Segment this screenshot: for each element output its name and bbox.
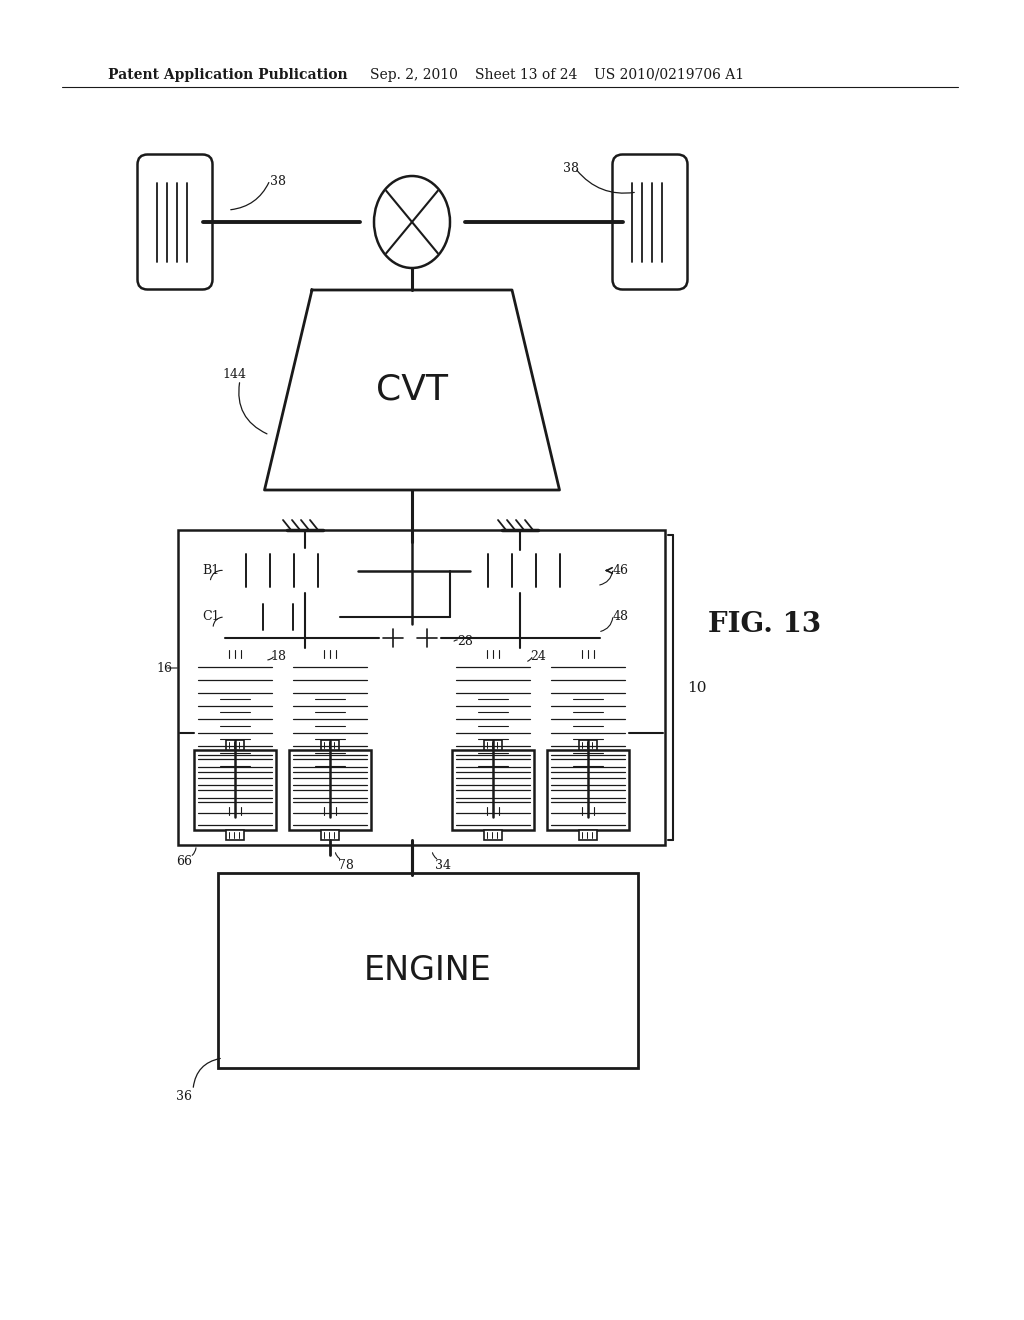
Bar: [321, 741, 339, 750]
Ellipse shape: [374, 176, 450, 268]
Text: 36: 36: [176, 1090, 193, 1104]
Text: Patent Application Publication: Patent Application Publication: [108, 69, 347, 82]
Text: 28: 28: [457, 635, 473, 648]
Bar: [194, 750, 276, 830]
Text: 48: 48: [613, 610, 629, 623]
Bar: [452, 660, 534, 805]
Text: 18: 18: [270, 649, 286, 663]
Text: Sep. 2, 2010: Sep. 2, 2010: [370, 69, 458, 82]
Bar: [413, 624, 441, 651]
Bar: [579, 830, 597, 840]
Text: US 2010/0219706 A1: US 2010/0219706 A1: [594, 69, 744, 82]
Bar: [484, 830, 502, 840]
Bar: [311, 694, 348, 770]
Bar: [578, 648, 598, 660]
Bar: [578, 805, 598, 817]
Bar: [474, 694, 511, 770]
Bar: [569, 694, 606, 770]
Bar: [225, 805, 245, 817]
Text: CVT: CVT: [376, 374, 449, 407]
Bar: [379, 624, 407, 651]
Text: ENGINE: ENGINE: [365, 954, 492, 987]
FancyBboxPatch shape: [612, 154, 687, 289]
Bar: [225, 648, 245, 660]
Text: 78: 78: [338, 859, 354, 873]
Text: FIG. 13: FIG. 13: [709, 611, 821, 639]
Text: 16: 16: [156, 661, 172, 675]
Text: 10: 10: [687, 681, 707, 694]
Bar: [484, 741, 502, 750]
Bar: [245, 598, 340, 636]
Bar: [228, 548, 358, 593]
Bar: [194, 660, 276, 805]
Bar: [579, 741, 597, 750]
Bar: [547, 660, 629, 805]
Text: 144: 144: [222, 368, 246, 381]
Bar: [319, 648, 340, 660]
Bar: [226, 741, 244, 750]
Bar: [289, 660, 371, 805]
Bar: [321, 830, 339, 840]
Polygon shape: [264, 290, 559, 490]
Text: B1: B1: [203, 564, 220, 577]
Bar: [178, 531, 665, 845]
Bar: [483, 805, 503, 817]
Bar: [547, 750, 629, 830]
Text: Sheet 13 of 24: Sheet 13 of 24: [475, 69, 578, 82]
Bar: [218, 873, 638, 1068]
Bar: [483, 648, 503, 660]
Text: 34: 34: [435, 859, 451, 873]
FancyBboxPatch shape: [137, 154, 213, 289]
Bar: [289, 750, 371, 830]
Bar: [226, 830, 244, 840]
Text: 66: 66: [176, 855, 193, 869]
Bar: [216, 694, 254, 770]
Text: 46: 46: [613, 564, 629, 577]
Bar: [470, 548, 600, 593]
Text: C1: C1: [203, 610, 220, 623]
Bar: [319, 805, 340, 817]
Text: 24: 24: [530, 649, 546, 663]
Text: 38: 38: [563, 162, 579, 176]
Bar: [452, 750, 534, 830]
Text: 38: 38: [270, 176, 286, 187]
